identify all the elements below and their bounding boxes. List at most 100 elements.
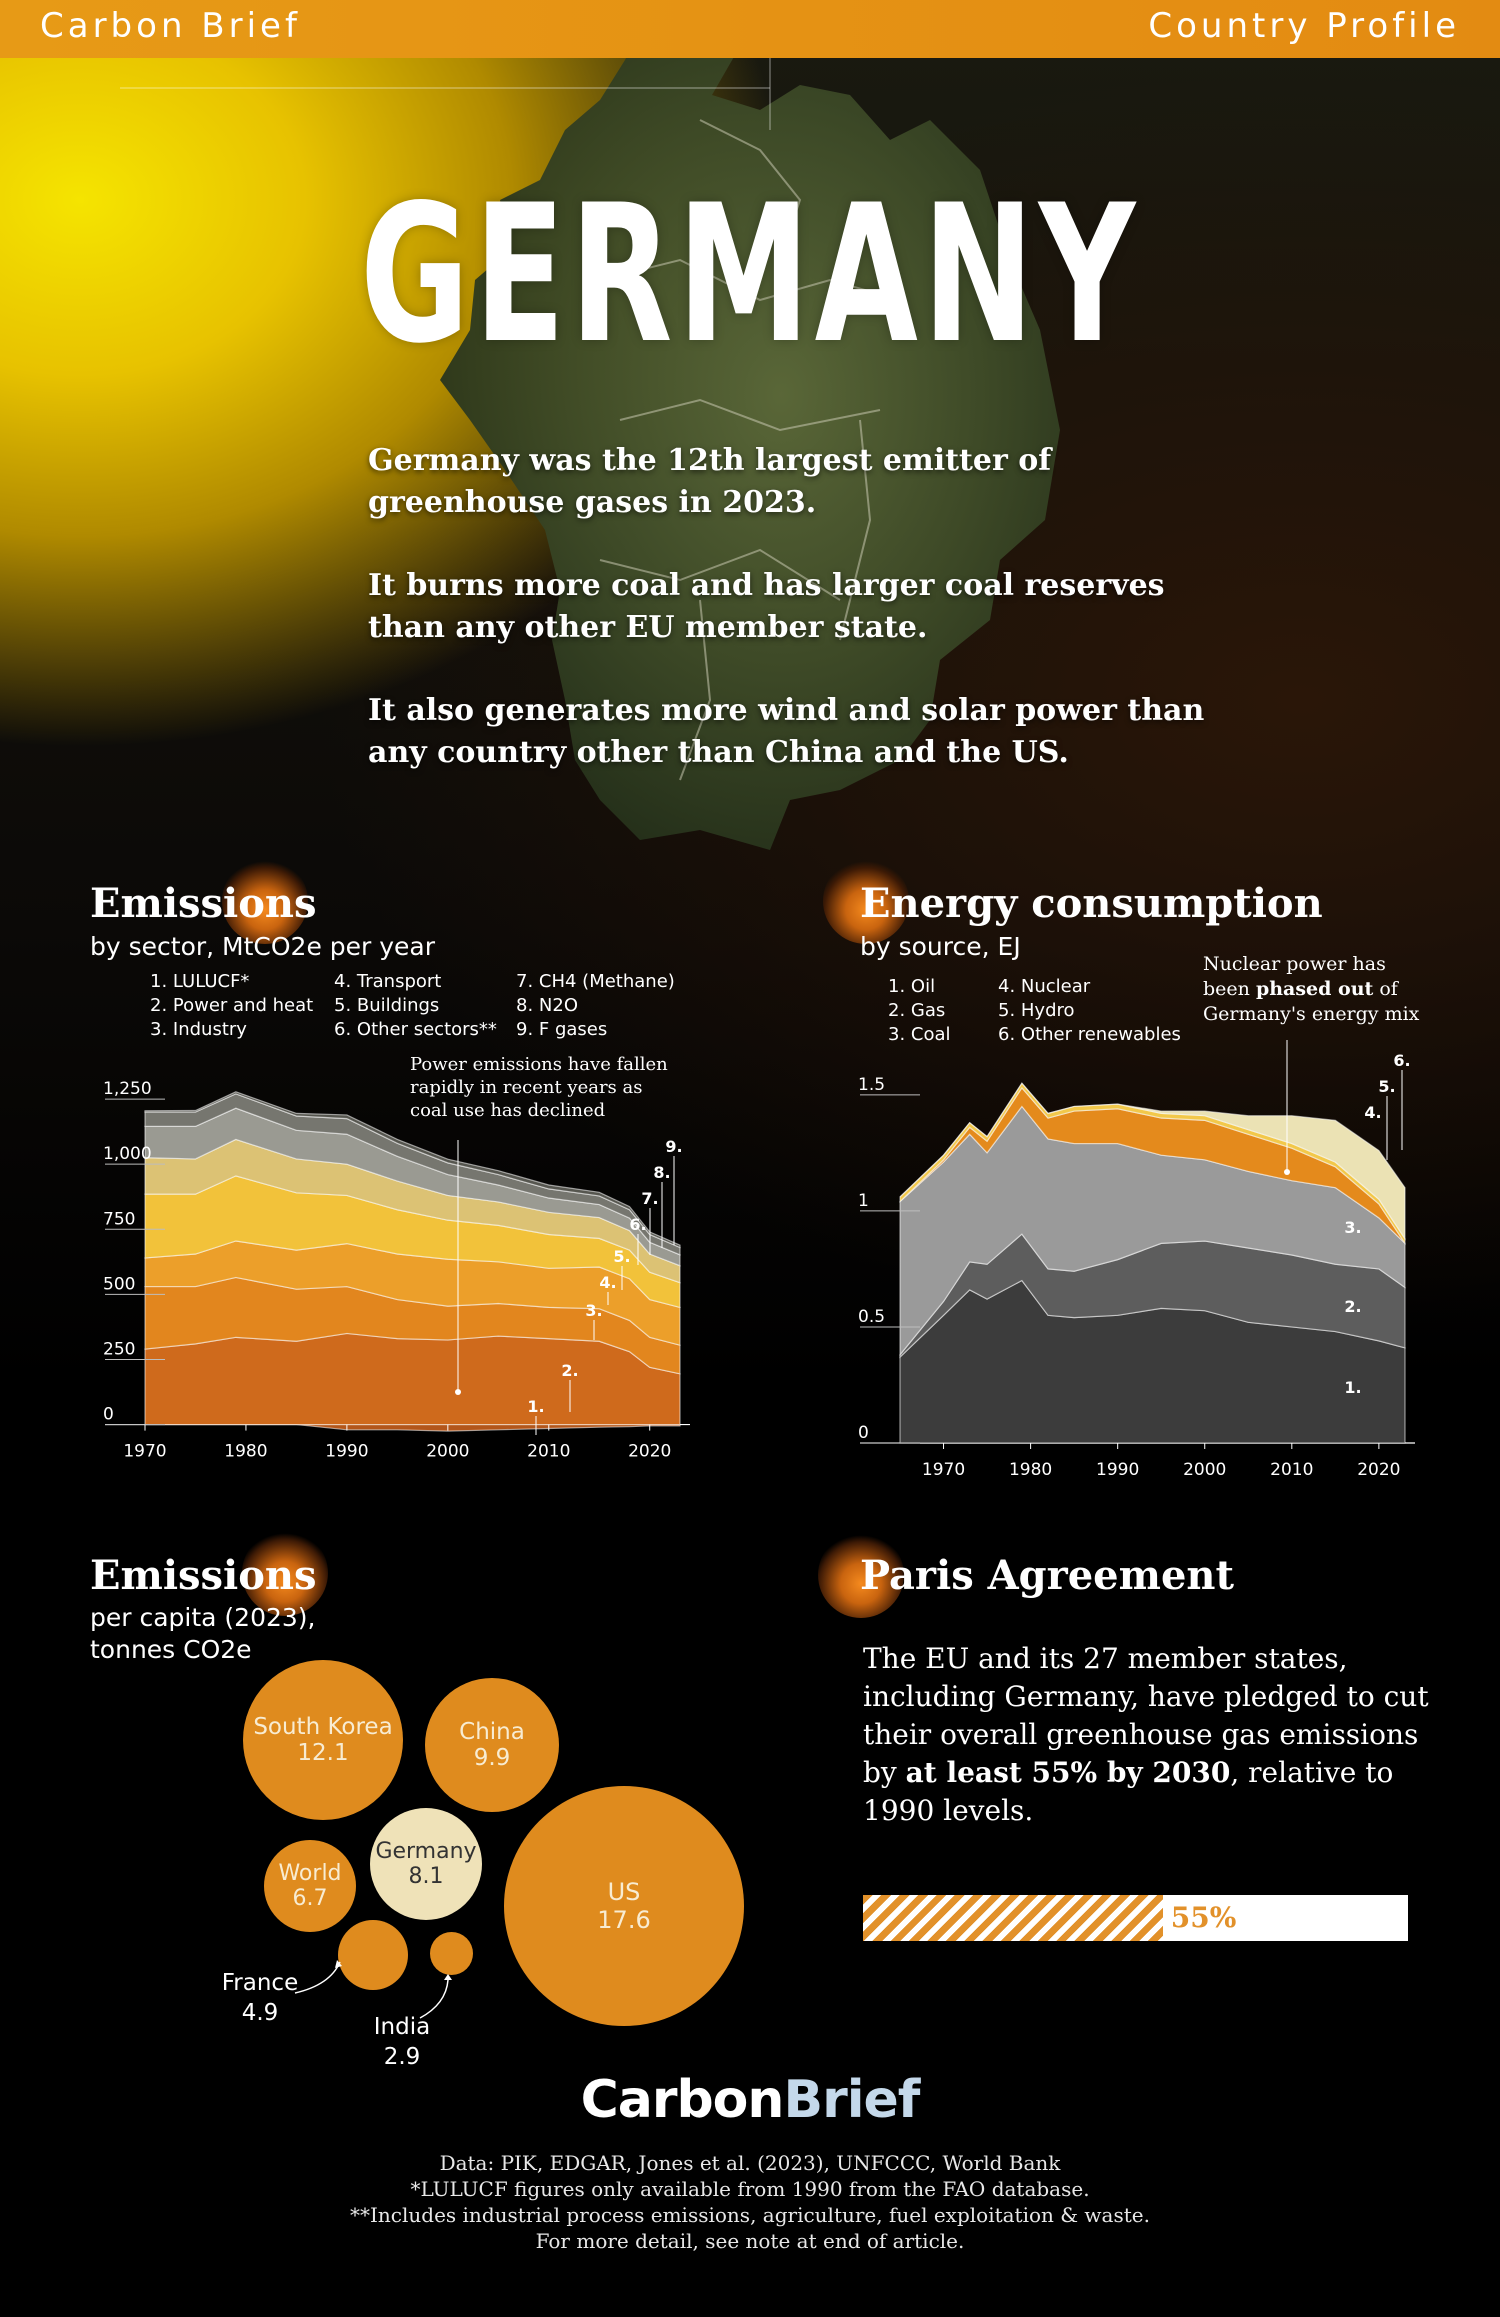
footer-note-1: *LULUCF figures only available from 1990… <box>410 2177 1090 2201</box>
paris-title: Paris Agreement <box>860 1552 1234 1599</box>
series-number-label: 7. <box>641 1189 658 1208</box>
target-progress-label: 55% <box>1170 1901 1237 1934</box>
y-tick-label: 1,250 <box>103 1079 152 1099</box>
country-profile-label: Country Profile <box>1148 6 1460 46</box>
emissions-sector-subtitle: by sector, MtCO2e per year <box>90 932 436 961</box>
annotation-line: been phased out of <box>1203 978 1398 1000</box>
series-number-label: 4. <box>599 1273 616 1292</box>
germany-map <box>120 20 1060 850</box>
paris-text-bold: at least 55% by 2030 <box>905 1756 1231 1789</box>
legend-item: 1. LULUCF* <box>150 971 250 992</box>
per-capita-subtitle-2: tonnes CO2e <box>90 1635 252 1664</box>
per-capita-title: Emissions <box>90 1552 317 1599</box>
emissions-annotation-dot <box>455 1389 461 1395</box>
emissions-annotation-line: coal use has declined <box>410 1100 605 1121</box>
series-number-label: 9. <box>665 1137 682 1156</box>
intro-paragraph-3: It also generates more wind and solar po… <box>368 693 1205 770</box>
x-tick-label: 2020 <box>628 1442 671 1462</box>
bubble-world: World 6.7 <box>264 1840 356 1932</box>
section-orb <box>222 858 308 944</box>
x-tick-label: 2000 <box>426 1442 469 1462</box>
bubble-china: China 9.9 <box>425 1678 559 1812</box>
bubble-india <box>430 1932 473 1975</box>
india-arrowhead <box>444 1974 452 1980</box>
y-tick-label: 500 <box>103 1274 135 1294</box>
x-tick-label: 2010 <box>1270 1460 1313 1480</box>
x-tick-label: 2000 <box>1183 1460 1226 1480</box>
legend-item: 4. Nuclear <box>998 976 1091 997</box>
carbon-brief-logo: CarbonBrief <box>580 2070 921 2130</box>
energy-chart: 0 0.5 1 1.5 1970 1980 1990 2000 2010 2020 1. 2. 3. 4.… <box>858 1040 1415 1480</box>
y-tick-label: 0 <box>103 1405 114 1425</box>
y-tick-label: 1,000 <box>103 1144 152 1164</box>
per-capita-subtitle-1: per capita (2023), <box>90 1603 316 1632</box>
x-tick-label: 1990 <box>325 1442 368 1462</box>
emissions-annotation-line: Power emissions have fallen <box>410 1054 668 1075</box>
intro-paragraph-1: Germany was the 12th largest emitter of … <box>368 443 1052 520</box>
legend-item: 2. Gas <box>888 1000 946 1021</box>
series-number-label: 2. <box>1344 1297 1361 1316</box>
brand-label: Carbon Brief <box>40 6 301 46</box>
series-number-label: 2. <box>561 1361 578 1380</box>
paris-text-part: , relative to 1990 levels. <box>863 1756 1394 1827</box>
france-arrow <box>294 1961 341 1994</box>
emissions-legend-col-3: 7. CH4 (Methane) 8. N2O 9. F gases <box>516 970 675 1042</box>
legend-item: 8. N2O <box>516 995 578 1016</box>
legend-item: 6. Other renewables <box>998 1024 1181 1045</box>
legend-item: 5. Hydro <box>998 1000 1075 1021</box>
bubble-name: South Korea <box>253 1714 393 1740</box>
intro-paragraph-2: It burns more coal and has larger coal r… <box>368 568 1165 645</box>
bubble-value: 17.6 <box>597 1906 651 1934</box>
y-tick-label: 250 <box>103 1339 135 1359</box>
bubble-name: World <box>278 1861 342 1886</box>
footer-note-2: **Includes industrial process emissions,… <box>350 2203 1150 2227</box>
target-progress-fill <box>863 1895 1163 1941</box>
legend-item: 9. F gases <box>516 1019 608 1040</box>
series-number-label: 1. <box>527 1397 544 1416</box>
legend-item: 4. Transport <box>334 971 442 992</box>
legend-item: 6. Other sectors** <box>334 1019 497 1040</box>
paris-text-part: The EU and its 27 member states, includi… <box>863 1642 1429 1789</box>
emissions-sector-title: Emissions <box>90 880 317 927</box>
top-bar: Carbon Brief Country Profile <box>0 0 1500 58</box>
bubble-us: US 17.6 <box>504 1786 744 2026</box>
target-progress-bar: 55% <box>863 1895 1408 1941</box>
legend-item: 2. Power and heat <box>150 995 314 1016</box>
footer-note-3: For more detail, see note at end of arti… <box>535 2229 965 2253</box>
france-label: France 4.9 <box>210 1968 310 2028</box>
emissions-annotation-line: rapidly in recent years as <box>410 1077 642 1098</box>
x-tick-label: 2010 <box>527 1442 570 1462</box>
nuclear-annotation: Nuclear power has been phased out of Ger… <box>1203 952 1419 1027</box>
series-area-6 <box>899 1082 1406 1241</box>
bubble-germany: Germany 8.1 <box>370 1808 482 1920</box>
bubble-name: China <box>459 1719 525 1745</box>
x-tick-label: 1970 <box>123 1442 166 1462</box>
energy-subtitle: by source, EJ <box>860 932 1021 961</box>
emissions-legend-col-2: 4. Transport 5. Buildings 6. Other secto… <box>334 970 497 1042</box>
annotation-line: Nuclear power has <box>1203 953 1386 975</box>
series-number-label: 1. <box>1344 1378 1361 1397</box>
label-value: 4.9 <box>241 2000 279 2026</box>
x-tick-label: 1980 <box>224 1442 267 1462</box>
y-tick-label: 1 <box>858 1191 869 1211</box>
x-tick-label: 1980 <box>1009 1460 1052 1480</box>
legend-item: 3. Industry <box>150 1019 247 1040</box>
series-number-label: 3. <box>1344 1218 1361 1237</box>
label-name: France <box>221 1970 299 1996</box>
x-tick-label: 2020 <box>1357 1460 1400 1480</box>
label-value: 2.9 <box>383 2044 421 2070</box>
nuclear-annotation-dot <box>1284 1169 1290 1175</box>
emissions-sector-chart: 0 250 500 750 1,000 1,250 1970 1980 1990 2000 2010… <box>103 1054 690 1462</box>
y-tick-label: 1.5 <box>858 1075 885 1095</box>
series-number-label: 5. <box>1378 1077 1395 1096</box>
legend-item: 1. Oil <box>888 976 936 997</box>
emissions-legend-col-1: 1. LULUCF* 2. Power and heat 3. Industry <box>150 970 313 1042</box>
bubble-south-korea: South Korea 12.1 <box>243 1660 403 1820</box>
bubble-france <box>338 1920 408 1990</box>
section-orb <box>242 1530 328 1616</box>
series-number-label: 5. <box>613 1247 630 1266</box>
annotation-line: Germany's energy mix <box>1203 1003 1420 1025</box>
series-number-label: 4. <box>1364 1103 1381 1122</box>
bubble-value: 12.1 <box>297 1740 349 1766</box>
